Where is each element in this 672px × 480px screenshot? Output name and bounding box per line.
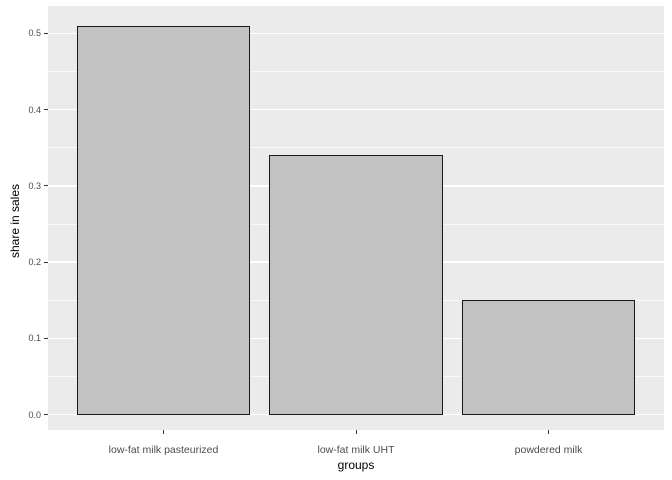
y-tick-label: 0.1 xyxy=(28,333,41,344)
gridline-major xyxy=(48,32,664,35)
y-axis-title: share in sales xyxy=(8,183,22,259)
gridline-major xyxy=(48,108,664,111)
x-tick-label: low-fat milk UHT xyxy=(317,444,395,456)
chart-panel xyxy=(48,6,664,430)
y-axis-tick xyxy=(44,414,48,416)
bar xyxy=(269,155,443,415)
y-tick-label: 0.0 xyxy=(28,409,41,420)
x-axis-tick xyxy=(355,430,357,434)
x-tick-label: low-fat milk pasteurized xyxy=(108,444,219,456)
y-axis-tick xyxy=(44,185,48,187)
gridline-minor xyxy=(48,71,664,73)
bar xyxy=(76,25,251,415)
gridline-minor xyxy=(48,147,664,149)
y-axis-tick xyxy=(44,109,48,111)
x-axis-tick xyxy=(548,430,549,434)
y-axis-tick xyxy=(44,261,48,263)
bar xyxy=(461,300,636,415)
x-tick-label: powdered milk xyxy=(514,444,583,456)
y-axis-tick xyxy=(44,337,48,339)
y-tick-label: 0.3 xyxy=(28,180,41,191)
y-axis-tick xyxy=(44,32,48,34)
y-tick-label: 0.2 xyxy=(28,257,41,268)
x-axis-tick xyxy=(163,430,164,434)
y-tick-label: 0.4 xyxy=(28,104,41,115)
y-tick-label: 0.5 xyxy=(28,28,41,39)
x-axis-title: groups xyxy=(337,458,375,472)
gridline-major xyxy=(48,413,664,416)
